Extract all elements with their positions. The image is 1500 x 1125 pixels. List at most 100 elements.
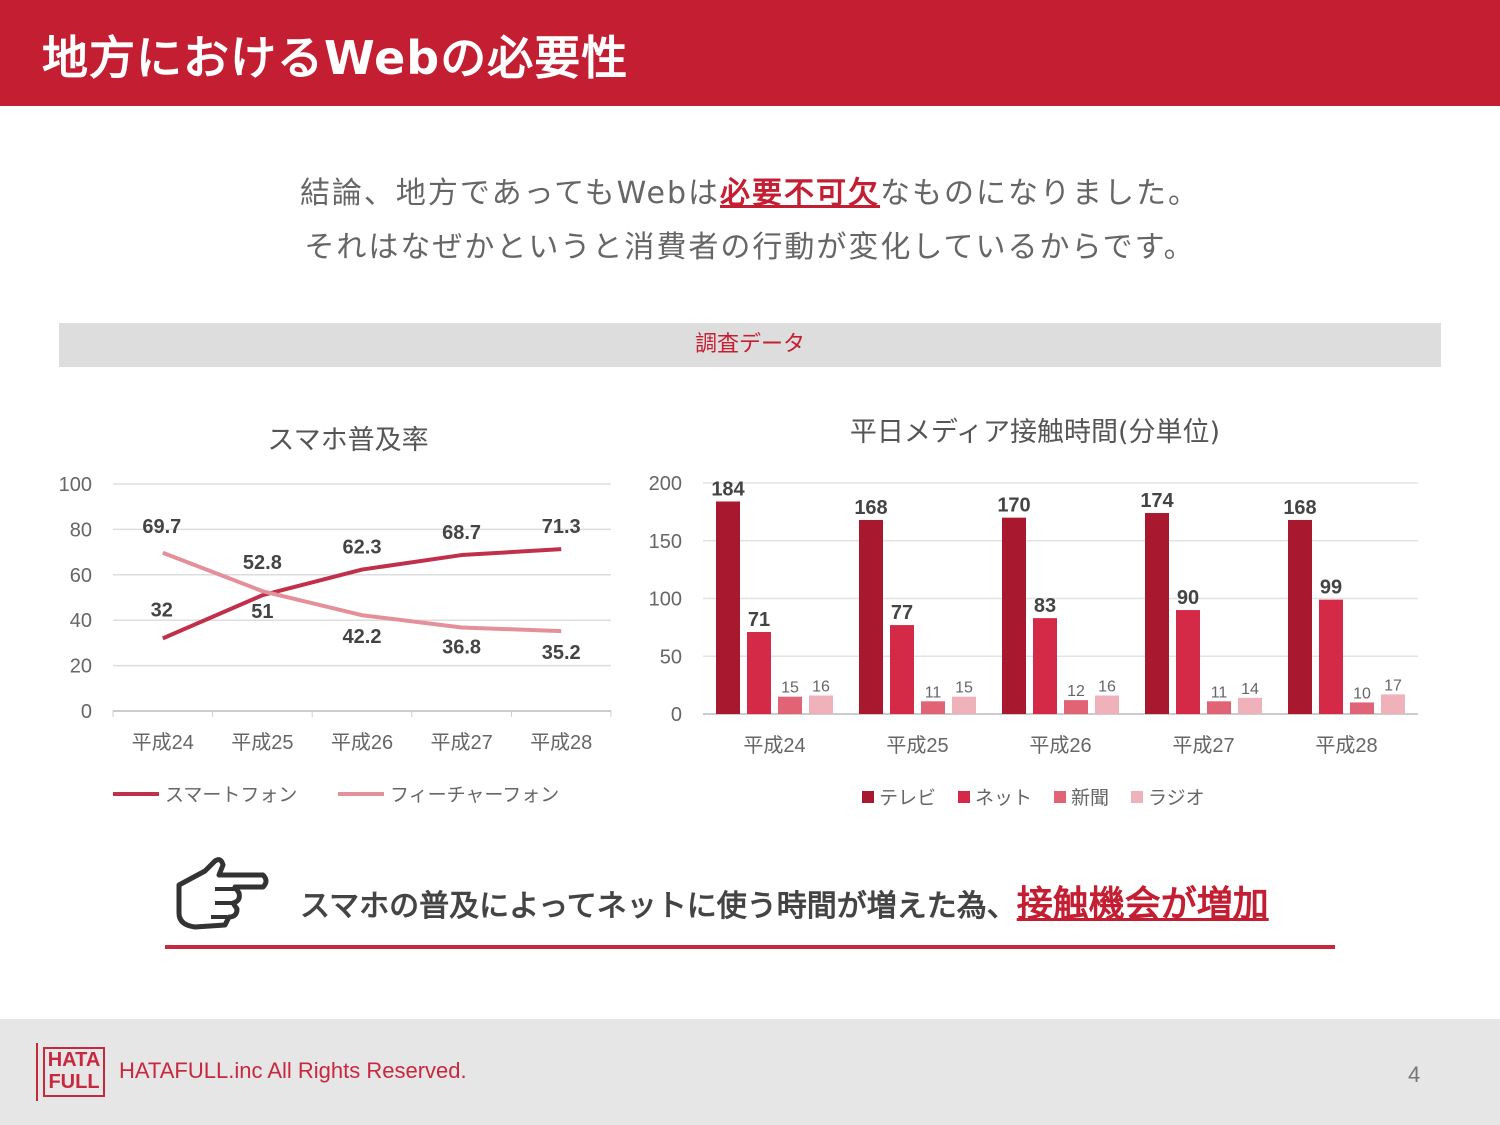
bar-tv <box>1145 513 1169 714</box>
x-tick-label: 平成28 <box>530 731 592 754</box>
header-bar: 地方におけるWebの必要性 <box>0 0 1500 106</box>
data-label: 15 <box>781 680 799 697</box>
bar-radio <box>1381 694 1405 714</box>
data-label: 168 <box>854 497 887 519</box>
data-label: 52.8 <box>243 552 282 574</box>
footer <box>0 1019 1500 1125</box>
y-tick-label: 200 <box>649 473 682 495</box>
slide-title: 地方におけるWebの必要性 <box>42 31 629 85</box>
legend-swatch <box>1054 790 1067 803</box>
x-tick-label: 平成25 <box>231 731 293 754</box>
data-label: 83 <box>1034 595 1056 617</box>
bar-tv <box>859 519 883 714</box>
legend-label: テレビ <box>879 787 937 809</box>
line-chart-title: スマホ普及率 <box>267 425 429 456</box>
x-tick-label: 平成25 <box>886 734 948 757</box>
bar-net <box>1033 618 1057 714</box>
bar-net <box>1319 599 1343 714</box>
x-tick-label: 平成27 <box>1172 734 1234 757</box>
data-label: 90 <box>1177 587 1199 609</box>
line-legend-feature: フィーチャーフォン <box>338 780 559 807</box>
legend-label: フィーチャーフォン <box>390 784 560 806</box>
bar-paper <box>921 701 945 714</box>
data-label: 62.3 <box>343 537 382 559</box>
hatafull-logo: HATA FULL <box>36 1043 106 1101</box>
data-label: 12 <box>1067 683 1085 700</box>
data-label: 168 <box>1283 497 1316 519</box>
legend-label: スマートフォン <box>165 784 298 806</box>
legend-tv: テレビ <box>862 783 936 810</box>
legend-label: 新聞 <box>1071 787 1110 809</box>
x-tick-label: 平成28 <box>1315 734 1377 757</box>
bar-legend: テレビ ネット 新聞 ラジオ <box>862 783 1205 810</box>
legend-paper: 新聞 <box>1054 783 1109 810</box>
lead-line-2: それはなぜかというと消費者の行動が変化しているからです。 <box>304 230 1196 265</box>
series-line-feature-phone <box>162 550 562 634</box>
bar-radio <box>1238 697 1262 714</box>
data-label: 51 <box>251 601 273 623</box>
conclusion-text: スマホの普及によってネットに使う時間が増えた為、 <box>300 889 1017 924</box>
legend-swatch <box>113 791 159 796</box>
bar-net <box>747 631 771 714</box>
bar-radio <box>809 695 833 714</box>
bar-tv <box>1002 517 1026 714</box>
lead-emphasis: 必要不可欠 <box>720 176 881 211</box>
data-label: 69.7 <box>142 516 181 538</box>
bar-tv <box>1288 519 1312 714</box>
x-tick-label: 平成24 <box>132 731 194 754</box>
data-label: 11 <box>1211 684 1228 701</box>
bar-paper <box>778 696 802 714</box>
x-tick-label: 平成26 <box>1029 734 1091 757</box>
lead-text: なものになりました。 <box>880 176 1201 211</box>
legend-swatch <box>958 790 971 803</box>
bar-paper <box>1064 700 1088 714</box>
divider <box>165 945 1335 949</box>
data-label: 71 <box>748 609 770 631</box>
data-label: 184 <box>711 478 745 500</box>
bar-net <box>1176 610 1200 714</box>
lead-text: 結論、地方であってもWebは <box>299 176 721 211</box>
legend-radio: ラジオ <box>1131 783 1205 810</box>
bar-net <box>890 625 914 714</box>
pointing-hand-icon <box>176 857 269 930</box>
data-label: 77 <box>891 602 913 624</box>
data-label: 68.7 <box>442 522 481 544</box>
copyright: HATAFULL.inc All Rights Reserved. <box>119 1058 467 1083</box>
data-label: 42.2 <box>343 626 382 648</box>
y-tick-label: 100 <box>649 589 682 611</box>
conclusion: スマホの普及によってネットに使う時間が増えた為、接触機会が増加 <box>300 875 1269 927</box>
data-label: 32 <box>151 599 173 621</box>
data-label: 71.3 <box>542 516 581 538</box>
data-label: 10 <box>1353 685 1371 702</box>
legend-swatch <box>862 790 874 803</box>
data-label: 170 <box>997 495 1030 517</box>
bar-paper <box>1207 701 1231 714</box>
lead-line-1: 結論、地方であってもWebは必要不可欠なものになりました。 <box>0 168 1500 212</box>
bar-radio <box>1095 695 1119 714</box>
bar-tv <box>716 501 740 714</box>
data-label: 14 <box>1241 681 1259 698</box>
data-label: 16 <box>1098 679 1116 696</box>
data-label: 174 <box>1140 490 1174 512</box>
line-legend-smartphone: スマートフォン <box>113 780 297 807</box>
y-tick-label: 0 <box>81 701 92 723</box>
data-label: 11 <box>925 684 942 701</box>
data-label: 17 <box>1384 677 1402 694</box>
y-tick-label: 60 <box>70 565 92 587</box>
data-label: 36.8 <box>442 636 481 658</box>
y-tick-label: 80 <box>70 519 92 541</box>
y-tick-label: 150 <box>649 531 682 553</box>
bar-chart-title: 平日メディア接触時間(分単位) <box>849 417 1221 448</box>
y-tick-label: 40 <box>70 610 92 632</box>
legend-swatch <box>338 791 384 796</box>
section-band: 調査データ <box>59 323 1441 367</box>
bar-radio <box>952 696 976 714</box>
y-tick-label: 50 <box>660 646 682 668</box>
bar-paper <box>1350 702 1374 714</box>
data-label: 15 <box>955 680 973 697</box>
x-tick-label: 平成27 <box>430 731 492 754</box>
series-line-smartphone <box>162 547 562 641</box>
y-tick-label: 20 <box>70 656 92 678</box>
x-tick-label: 平成26 <box>331 731 393 754</box>
